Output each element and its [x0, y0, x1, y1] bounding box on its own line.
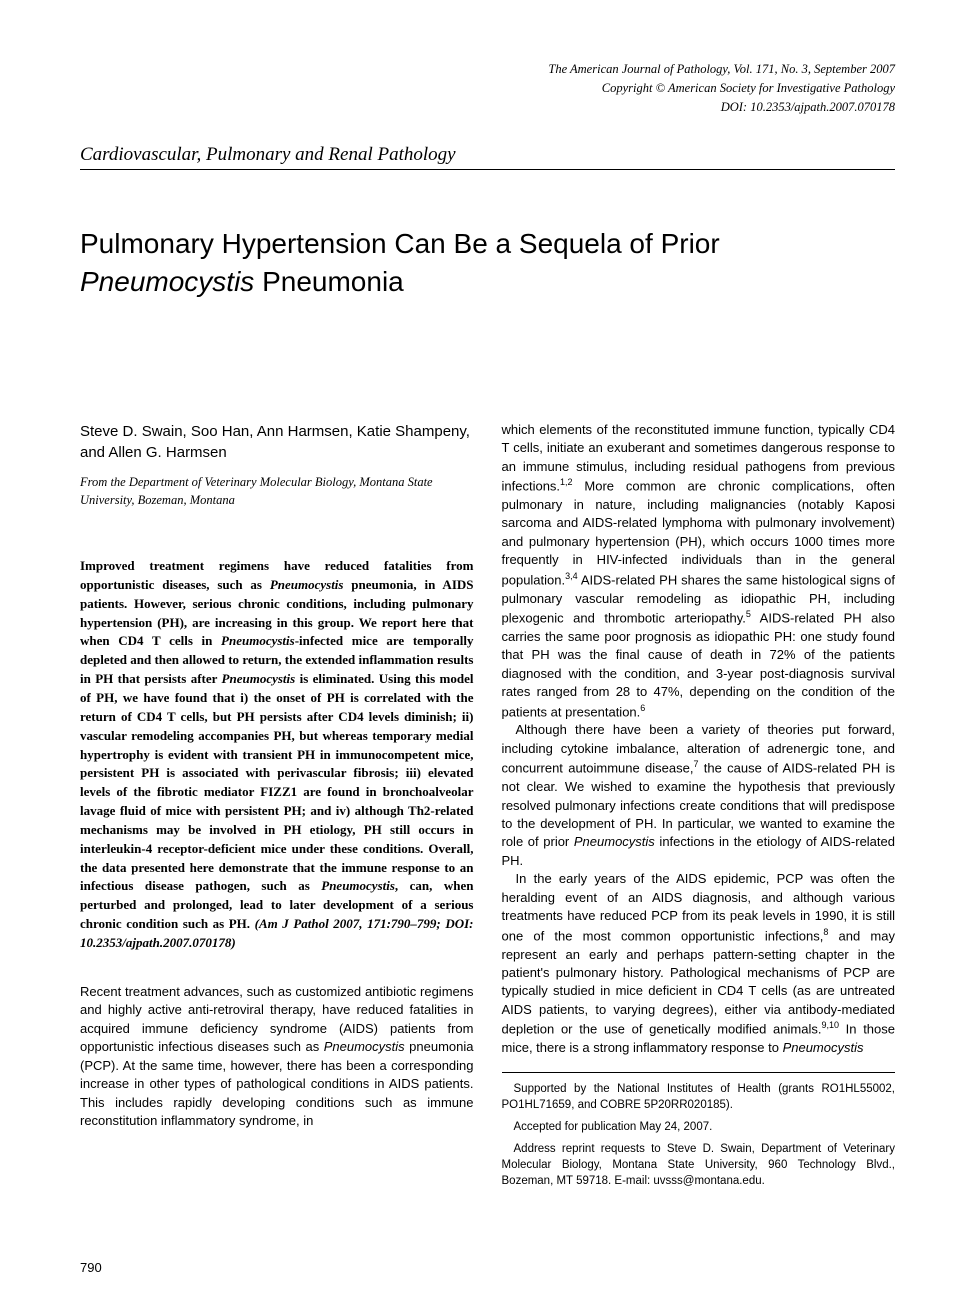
two-column-layout: Steve D. Swain, Soo Han, Ann Harmsen, Ka… [80, 421, 895, 1195]
authors: Steve D. Swain, Soo Han, Ann Harmsen, Ka… [80, 421, 474, 463]
footnotes: Supported by the National Institutes of … [502, 1072, 896, 1190]
intro-paragraph-1: Recent treatment advances, such as custo… [80, 983, 474, 1131]
body-paragraph-2: Although there have been a variety of th… [502, 721, 896, 870]
abstract-italic-1: Pneumocystis [270, 577, 344, 592]
reference-marker: 1,2 [560, 477, 573, 487]
journal-doi-line: DOI: 10.2353/ajpath.2007.070178 [400, 98, 895, 117]
body-italic: Pneumocystis [783, 1040, 864, 1055]
abstract-italic-4: Pneumocystis [321, 878, 395, 893]
body-italic: Pneumocystis [324, 1039, 405, 1054]
abstract-italic-2: Pneumocystis [221, 633, 295, 648]
article-title: Pulmonary Hypertension Can Be a Sequela … [80, 225, 895, 301]
abstract-text: is eliminated. Using this model of PH, w… [80, 671, 474, 893]
left-column: Steve D. Swain, Soo Han, Ann Harmsen, Ka… [80, 421, 474, 1195]
body-text: AIDS-related PH also carries the same po… [502, 610, 896, 719]
body-text: More common are chronic complications, o… [502, 479, 896, 588]
title-italic: Pneumocystis [80, 266, 254, 297]
body-paragraph-1-cont: which elements of the reconstituted immu… [502, 421, 896, 722]
reference-marker: 9,10 [821, 1020, 839, 1030]
journal-citation-line: The American Journal of Pathology, Vol. … [400, 60, 895, 79]
footnote-funding: Supported by the National Institutes of … [502, 1081, 896, 1113]
section-heading: Cardiovascular, Pulmonary and Renal Path… [80, 144, 895, 170]
right-column: which elements of the reconstituted immu… [502, 421, 896, 1195]
journal-copyright-line: Copyright © American Society for Investi… [400, 79, 895, 98]
body-italic: Pneumocystis [574, 834, 655, 849]
reference-marker: 6 [640, 703, 645, 713]
abstract-italic-3: Pneumocystis [222, 671, 296, 686]
reference-marker: 3,4 [565, 571, 578, 581]
affiliation: From the Department of Veterinary Molecu… [80, 473, 474, 509]
title-post: Pneumonia [254, 266, 403, 297]
footnote-accepted: Accepted for publication May 24, 2007. [502, 1119, 896, 1135]
abstract: Improved treatment regimens have reduced… [80, 557, 474, 953]
title-pre: Pulmonary Hypertension Can Be a Sequela … [80, 228, 720, 259]
footnote-correspondence: Address reprint requests to Steve D. Swa… [502, 1141, 896, 1189]
journal-header: The American Journal of Pathology, Vol. … [400, 60, 895, 116]
body-paragraph-3: In the early years of the AIDS epidemic,… [502, 870, 896, 1057]
page-number: 790 [80, 1260, 102, 1275]
